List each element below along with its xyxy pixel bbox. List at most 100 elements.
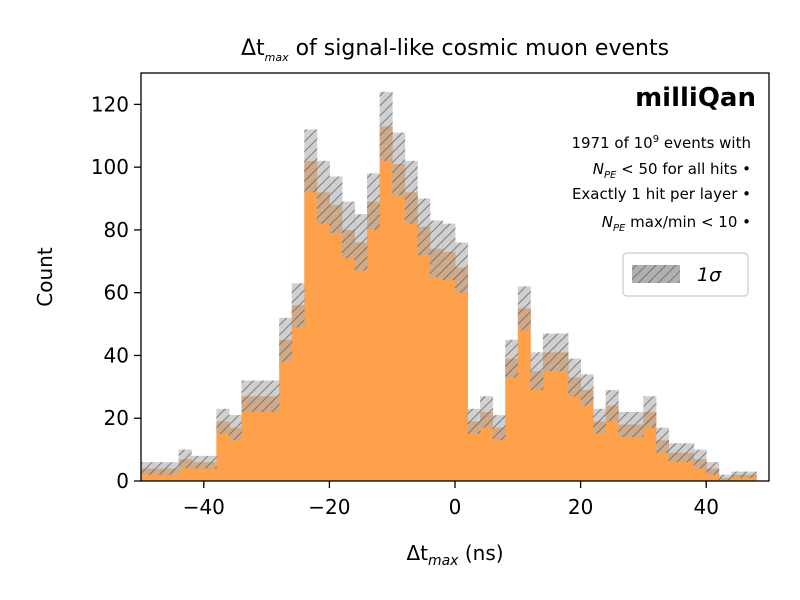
histogram-bar: [241, 396, 255, 481]
uncertainty-band: [618, 411, 632, 438]
histogram-bar: [618, 424, 632, 481]
uncertainty-band: [718, 474, 732, 481]
legend: 1σ: [622, 252, 749, 297]
histogram-bar: [555, 352, 569, 481]
y-tick-label: 80: [104, 218, 129, 242]
histogram-bar: [455, 267, 468, 481]
note-line-2: NPE < 50 for all hits •: [593, 160, 751, 181]
histogram-bar: [480, 411, 494, 481]
chart-title: Δtmax of signal-like cosmic muon events: [241, 36, 669, 64]
note-line-4: NPE max/min < 10 •: [602, 213, 751, 234]
histogram-bar: [316, 192, 330, 481]
uncertainty-band: [442, 223, 456, 281]
x-axis-ticks: −40 −20 0 20 40: [183, 481, 719, 519]
uncertainty-band: [367, 173, 381, 230]
uncertainty-band: [404, 160, 418, 224]
histogram-bar: [442, 251, 456, 481]
y-axis-ticks: 0 20 40 60 80 100 120: [91, 92, 141, 493]
y-tick-label: 60: [104, 281, 129, 305]
uncertainty-band: [492, 415, 506, 441]
histogram-bar: [417, 226, 431, 481]
uncertainty-band: [228, 415, 242, 441]
uncertainty-band: [241, 380, 255, 412]
histogram-bar: [379, 126, 393, 481]
y-axis-label: Count: [33, 247, 57, 307]
x-tick-label: 0: [449, 495, 462, 519]
uncertainty-band: [141, 462, 154, 475]
histogram-bar: [505, 358, 519, 481]
y-tick-label: 0: [116, 469, 129, 493]
y-tick-label: 20: [104, 406, 129, 430]
uncertainty-band: [555, 333, 569, 372]
histogram-bar: [354, 242, 368, 481]
y-tick-label: 40: [104, 343, 129, 367]
uncertainty-band: [279, 317, 293, 362]
uncertainty-band: [304, 129, 318, 193]
uncertainty-band: [605, 389, 619, 422]
histogram-bar: [341, 229, 355, 481]
legend-box: [622, 252, 749, 297]
histogram-bar: [542, 352, 556, 481]
histogram-bar: [429, 248, 443, 481]
uncertainty-band: [655, 427, 669, 453]
note-line-3: Exactly 1 hit per layer •: [572, 185, 751, 203]
uncertainty-band: [153, 462, 167, 475]
histogram-bar: [593, 421, 607, 481]
histogram-bar: [605, 405, 619, 481]
uncertainty-band: [191, 455, 205, 469]
uncertainty-band: [392, 132, 406, 196]
uncertainty-band: [216, 408, 230, 434]
uncertainty-bands: [141, 91, 757, 481]
uncertainty-band: [266, 380, 280, 412]
uncertainty-band: [505, 339, 519, 378]
x-tick-label: −20: [308, 495, 350, 519]
uncertainty-band: [178, 449, 192, 469]
uncertainty-band: [593, 408, 607, 434]
uncertainty-band: [731, 471, 745, 478]
histogram-bar: [492, 427, 506, 481]
uncertainty-band: [542, 333, 556, 372]
uncertainty-band: [341, 201, 355, 259]
uncertainty-band: [630, 411, 644, 438]
histogram-bar: [643, 411, 657, 481]
histogram-bar: [367, 201, 381, 481]
uncertainty-band: [254, 380, 267, 412]
uncertainty-band: [568, 358, 581, 397]
histogram-bar: [228, 427, 242, 481]
histogram-bar: [530, 371, 544, 481]
histogram-bar: [630, 424, 644, 481]
histogram-bars: [141, 126, 782, 481]
histogram-bar: [279, 339, 293, 481]
brand-label: milliQan: [635, 83, 756, 113]
histogram-bar: [266, 396, 280, 481]
uncertainty-band: [643, 396, 657, 428]
uncertainty-band: [455, 242, 468, 293]
uncertainty-band: [429, 220, 443, 277]
note-line-1: 1971 of 109 events with: [571, 134, 751, 152]
histogram-bar: [329, 204, 343, 481]
uncertainty-band: [530, 352, 544, 390]
uncertainty-band: [203, 455, 217, 469]
uncertainty-band: [480, 396, 494, 428]
uncertainty-band: [354, 214, 368, 271]
histogram-bar: [304, 160, 318, 481]
histogram-bar: [254, 396, 267, 481]
histogram-bar: [517, 308, 531, 481]
y-tick-label: 100: [91, 155, 129, 179]
histogram-bar: [769, 478, 782, 481]
legend-swatch-hatch: [632, 265, 680, 283]
uncertainty-band: [580, 374, 594, 406]
uncertainty-band: [166, 462, 180, 475]
uncertainty-band: [467, 408, 481, 434]
uncertainty-band: [291, 283, 305, 328]
histogram-bar: [404, 192, 418, 481]
histogram-bar: [580, 389, 594, 481]
uncertainty-band: [743, 471, 757, 478]
uncertainty-band: [706, 462, 720, 475]
uncertainty-band: [693, 449, 707, 469]
x-tick-label: −40: [183, 495, 225, 519]
x-axis-label: Δtmax (ns): [406, 541, 503, 569]
uncertainty-band: [379, 91, 393, 161]
uncertainty-band: [681, 443, 695, 463]
